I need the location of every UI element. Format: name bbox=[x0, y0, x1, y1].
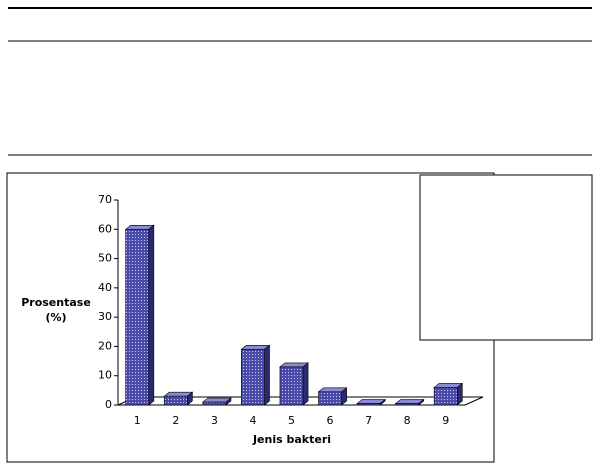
x-tick-label: 5 bbox=[288, 414, 295, 427]
x-tick-label: 3 bbox=[211, 414, 218, 427]
x-tick-label: 6 bbox=[327, 414, 334, 427]
y-tick-label: 70 bbox=[98, 193, 112, 206]
bar bbox=[356, 403, 381, 406]
y-tick-label: 0 bbox=[105, 398, 112, 411]
y-tick-label: 60 bbox=[98, 222, 112, 235]
x-tick-label: 8 bbox=[404, 414, 411, 427]
legend-box bbox=[419, 174, 593, 341]
bar-side bbox=[148, 224, 155, 406]
y-tick-label: 20 bbox=[98, 339, 112, 352]
bar-side bbox=[264, 344, 270, 406]
x-tick-label: 4 bbox=[249, 414, 256, 427]
y-axis-label: Prosentase (%) bbox=[21, 296, 91, 324]
bar bbox=[433, 387, 458, 406]
y-tick-label: 30 bbox=[98, 310, 112, 323]
y-tick-label: 50 bbox=[98, 252, 112, 265]
bar bbox=[163, 395, 188, 406]
table-frame bbox=[8, 7, 592, 156]
x-tick-label: 7 bbox=[365, 414, 372, 427]
bar-side bbox=[456, 382, 463, 406]
bar bbox=[279, 366, 304, 406]
bar-side bbox=[302, 362, 309, 406]
x-tick-label: 2 bbox=[172, 414, 179, 427]
bar bbox=[318, 391, 342, 406]
bar bbox=[395, 403, 420, 406]
y-tick-label: 10 bbox=[98, 369, 112, 382]
x-axis-label: Jenis bakteri bbox=[252, 433, 331, 446]
x-tick-label: 9 bbox=[442, 414, 449, 427]
x-tick-label: 1 bbox=[134, 414, 141, 427]
bar bbox=[241, 349, 265, 406]
y-tick-label: 40 bbox=[98, 281, 112, 294]
bar bbox=[202, 401, 227, 406]
bar bbox=[125, 228, 150, 406]
